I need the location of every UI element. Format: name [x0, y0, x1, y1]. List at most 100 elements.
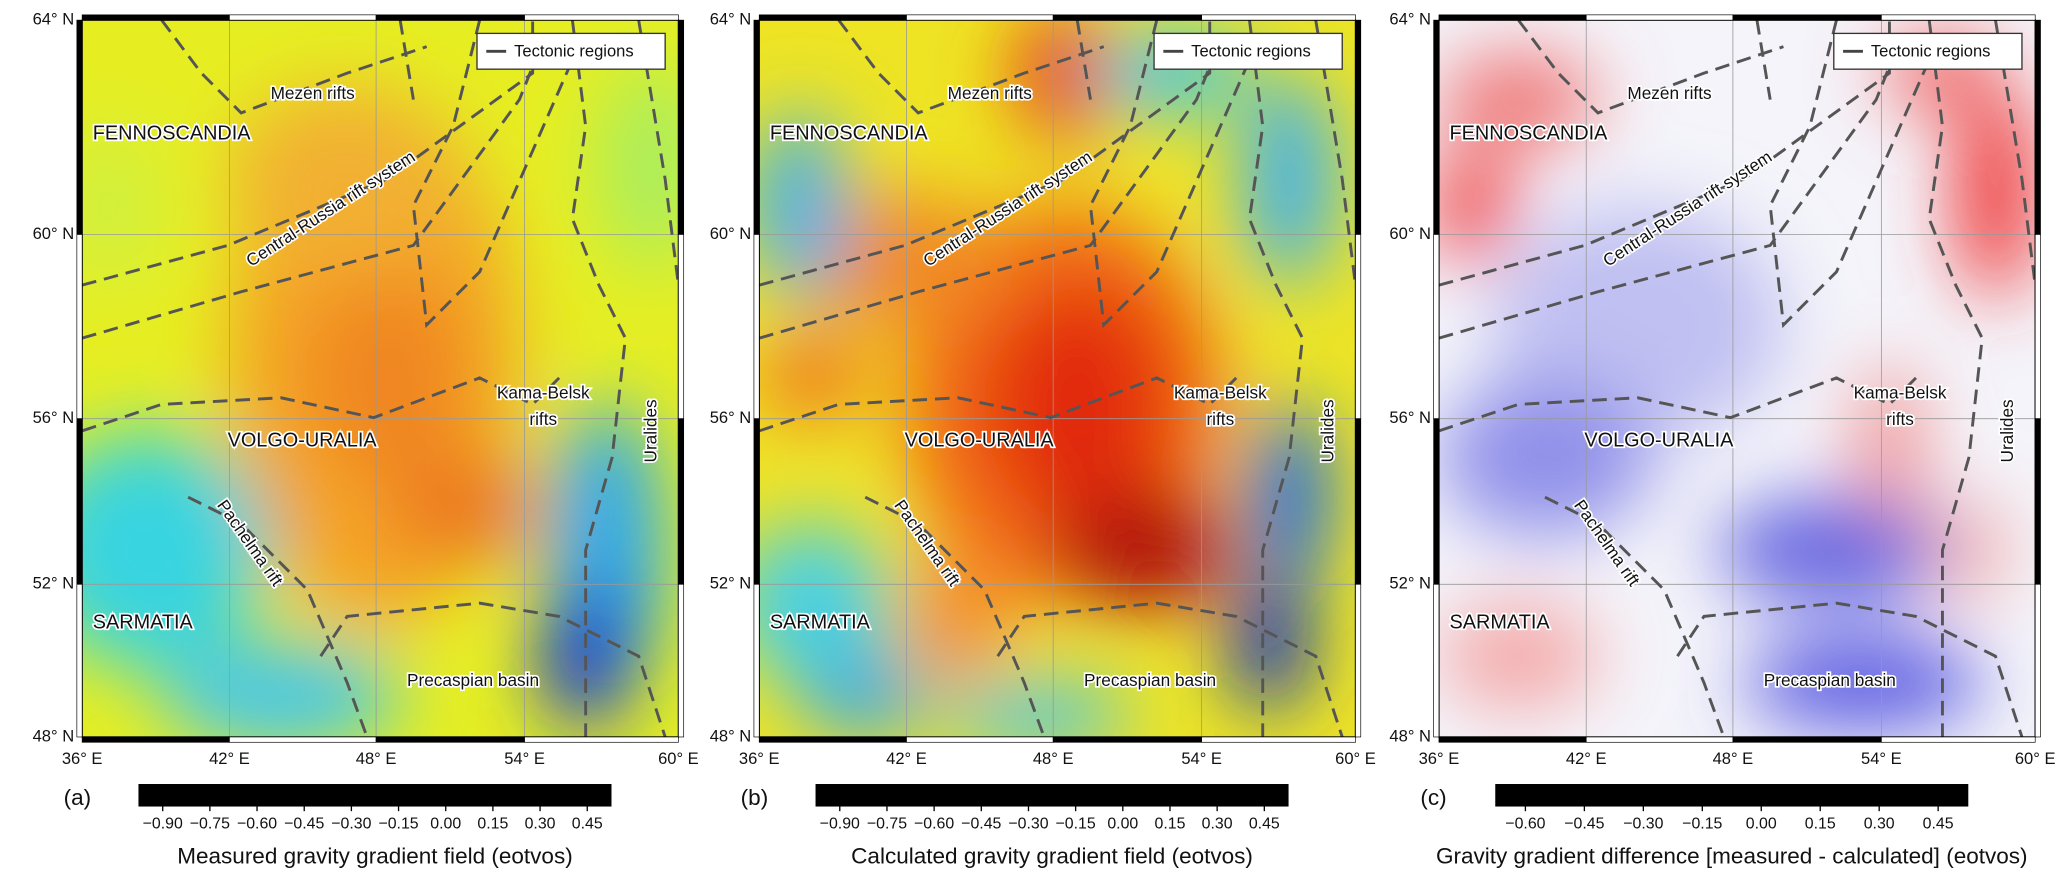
- frame-segment: [753, 583, 760, 738]
- frame-segment: [524, 736, 679, 743]
- lon-label: 36° E: [62, 749, 103, 768]
- lat-label: 56° N: [710, 408, 752, 427]
- frame-segment: [1433, 19, 1440, 235]
- colorbar-tick-label: 0.00: [1746, 816, 1777, 833]
- frame-segment: [81, 14, 230, 21]
- panel-letter: (c): [1420, 785, 1446, 810]
- lat-label: 52° N: [33, 574, 75, 593]
- colorbar-band: [1554, 784, 1585, 806]
- colorbar-band: [351, 784, 376, 806]
- frame-segment: [1355, 234, 1362, 420]
- region-label: Kama-Belsk: [1854, 382, 1947, 402]
- field-anomaly: [1856, 364, 1923, 524]
- colorbar-tick-label: −0.60: [914, 816, 954, 833]
- frame-segment: [1201, 14, 1356, 21]
- colorbar-band: [1495, 784, 1526, 806]
- frame-segment: [2034, 234, 2041, 420]
- colorbar-band: [540, 784, 565, 806]
- colorbar-band: [516, 784, 541, 806]
- colorbar-title: Calculated gravity gradient field (eotvo…: [851, 844, 1253, 869]
- legend-label: Tectonic regions: [1871, 41, 1991, 60]
- tectonic-boundary: [319, 601, 667, 737]
- lat-label: 64° N: [710, 10, 752, 29]
- colorbar-tick-label: −0.75: [190, 816, 230, 833]
- frame-segment: [758, 736, 907, 743]
- region-label: Uralides: [1318, 399, 1338, 462]
- frame-segment: [1052, 14, 1202, 21]
- lat-label: 64° N: [1389, 10, 1431, 29]
- colorbar-band: [1584, 784, 1615, 806]
- colorbar-tick-label: −0.60: [1505, 816, 1545, 833]
- region-label: FENNOSCANDIA: [770, 122, 929, 144]
- tectonic-boundary: [1927, 20, 1984, 737]
- colorbar-band: [1028, 784, 1053, 806]
- frame-segment: [76, 418, 83, 585]
- colorbar-band: [816, 784, 841, 806]
- colorbar-band: [1761, 784, 1792, 806]
- colorbar-band: [863, 784, 888, 806]
- frame-segment: [76, 234, 83, 420]
- frame-segment: [81, 736, 230, 743]
- frame-segment: [1433, 418, 1440, 585]
- lon-label: 60° E: [1335, 749, 1376, 768]
- colorbar-band: [1643, 784, 1674, 806]
- colorbar-band: [1908, 784, 1939, 806]
- region-label: Mezen rifts: [1627, 83, 1711, 103]
- tectonic-boundary: [398, 20, 574, 329]
- region-label: Mezen rifts: [271, 83, 355, 103]
- field-anomaly: [984, 285, 1170, 524]
- lat-label: 60° N: [1389, 224, 1431, 243]
- field-anomaly: [307, 271, 467, 484]
- colorbar-band: [257, 784, 282, 806]
- tectonic-boundary: [1755, 20, 1931, 329]
- field-anomaly: [1955, 86, 2036, 299]
- lon-label: 42° E: [886, 749, 927, 768]
- colorbar-tick-label: −0.45: [961, 816, 1001, 833]
- colorbar-band: [1938, 784, 1969, 806]
- region-label: rifts: [1206, 409, 1234, 429]
- legend-label: Tectonic regions: [514, 41, 634, 60]
- field-anomaly: [227, 86, 467, 272]
- tectonic-boundary: [1314, 20, 1356, 286]
- colorbar-band: [1525, 784, 1556, 806]
- lon-label: 48° E: [1033, 749, 1074, 768]
- lat-label: 56° N: [1389, 408, 1431, 427]
- tectonic-boundary: [759, 65, 1212, 340]
- frame-segment: [1585, 736, 1734, 743]
- region-label: Kama-Belsk: [497, 382, 590, 402]
- region-label: SARMATIA: [93, 611, 194, 633]
- frame-segment: [753, 418, 760, 585]
- tectonic-boundary: [864, 495, 1046, 737]
- colorbar-tick-label: 0.30: [525, 816, 556, 833]
- legend-box: [1833, 32, 2023, 70]
- colorbar-tick-label: −0.75: [867, 816, 907, 833]
- colorbar-band: [1790, 784, 1821, 806]
- lon-label: 48° E: [356, 749, 397, 768]
- frame-segment: [229, 736, 377, 743]
- colorbar-tick-label: −0.90: [820, 816, 860, 833]
- map-field: [759, 20, 1356, 737]
- colorbar-title: Gravity gradient difference [measured - …: [1436, 844, 2028, 869]
- colorbar-tick-label: 0.00: [430, 816, 461, 833]
- colorbar-band: [1052, 784, 1077, 806]
- panel-letter: (a): [64, 785, 92, 810]
- colorbar-tick-label: 0.30: [1202, 816, 1233, 833]
- region-label: rifts: [529, 409, 557, 429]
- colorbar-tick-label: 0.30: [1864, 816, 1895, 833]
- field-anomaly: [1743, 636, 1983, 730]
- colorbar-band: [957, 784, 982, 806]
- region-label: Mezen rifts: [948, 83, 1032, 103]
- region-label: Precaspian basin: [407, 670, 539, 690]
- frame-segment: [1438, 14, 1587, 21]
- colorbar-band: [1146, 784, 1171, 806]
- colorbar-band: [398, 784, 423, 806]
- colorbar-band: [492, 784, 517, 806]
- lat-label: 48° N: [33, 726, 75, 745]
- frame-segment: [678, 583, 685, 738]
- lat-label: 48° N: [710, 726, 752, 745]
- colorbar-tick-label: −0.30: [1623, 816, 1663, 833]
- colorbar-band: [1004, 784, 1029, 806]
- colorbar-band: [839, 784, 864, 806]
- frame-segment: [678, 234, 685, 420]
- frame-segment: [1355, 418, 1362, 585]
